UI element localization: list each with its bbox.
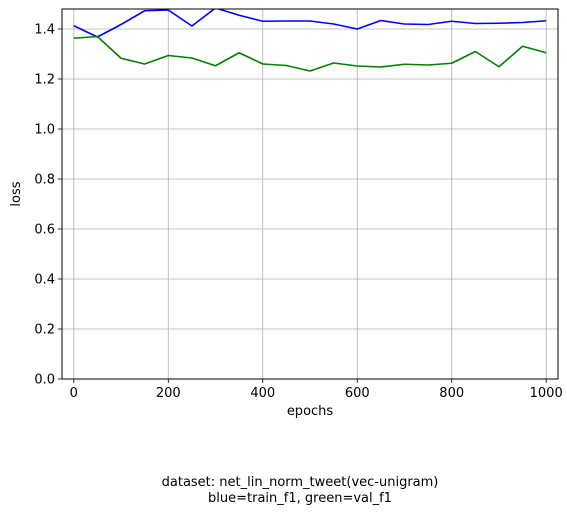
y-tick-label: 0.0: [34, 373, 55, 388]
series-lines: [73, 9, 547, 72]
x-tick-label: 200: [156, 386, 181, 401]
series-line-blue: [73, 9, 547, 38]
x-tick-label: 600: [345, 386, 370, 401]
y-tick-label: 0.8: [34, 173, 55, 188]
x-tick-label: 1000: [530, 386, 563, 401]
y-tick-label: 1.4: [34, 23, 55, 38]
caption-dataset: dataset: net_lin_norm_tweet(vec-unigram): [162, 475, 439, 490]
x-axis-label: epochs: [287, 404, 334, 419]
grid-lines: [62, 9, 558, 380]
x-tick-label: 800: [439, 386, 464, 401]
series-line-green: [73, 35, 547, 72]
plot-frame: [61, 8, 559, 380]
y-axis-label: loss: [9, 181, 24, 206]
y-ticks: 0.0 0.2 0.4 0.6 0.8 1.0 1.2 1.4: [34, 23, 62, 388]
y-tick-label: 0.6: [34, 223, 55, 238]
y-tick-label: 0.2: [34, 323, 55, 338]
y-tick-label: 1.0: [34, 123, 55, 138]
x-tick-label: 0: [70, 386, 78, 401]
y-tick-label: 1.2: [34, 73, 55, 88]
y-tick-label: 0.4: [34, 273, 55, 288]
x-ticks: 0 200 400 600 800 1000: [70, 379, 563, 401]
x-tick-label: 400: [250, 386, 275, 401]
caption-legend: blue=train_f1, green=val_f1: [208, 491, 392, 506]
